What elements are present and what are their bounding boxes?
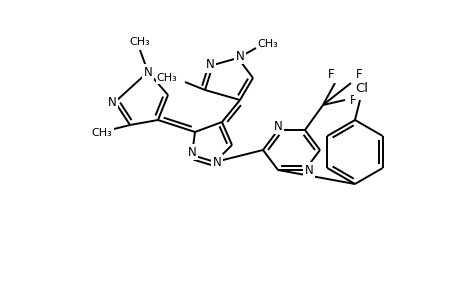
Text: CH₃: CH₃: [129, 37, 150, 47]
Text: N: N: [187, 146, 196, 158]
Text: N: N: [143, 65, 152, 79]
Text: CH₃: CH₃: [91, 128, 112, 138]
Text: N: N: [107, 95, 116, 109]
Text: CH₃: CH₃: [156, 73, 177, 83]
Text: Cl: Cl: [355, 82, 368, 94]
Text: N: N: [235, 50, 244, 62]
Text: N: N: [205, 58, 214, 71]
Text: F: F: [327, 68, 334, 82]
Text: N: N: [273, 119, 282, 133]
Text: CH₃: CH₃: [257, 39, 278, 49]
Text: F: F: [355, 68, 362, 82]
Text: F: F: [349, 94, 356, 106]
Text: N: N: [212, 155, 221, 169]
Text: N: N: [304, 164, 313, 176]
